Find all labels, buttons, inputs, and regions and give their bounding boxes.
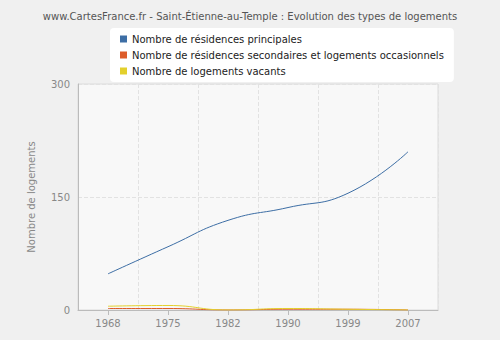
svg-text:1999: 1999 [335,318,360,329]
svg-text:1990: 1990 [275,318,300,329]
svg-text:Nombre de logements vacants: Nombre de logements vacants [132,66,286,77]
svg-text:2007: 2007 [395,318,420,329]
svg-text:0: 0 [64,305,70,316]
svg-text:1975: 1975 [155,318,180,329]
svg-text:Nombre de résidences secondair: Nombre de résidences secondaires et loge… [132,50,444,61]
svg-text:300: 300 [51,79,70,90]
svg-text:Nombre de résidences principal: Nombre de résidences principales [132,34,302,45]
svg-text:1982: 1982 [215,318,240,329]
svg-text:150: 150 [51,192,70,203]
svg-text:1968: 1968 [95,318,120,329]
svg-text:www.CartesFrance.fr - Saint-Ét: www.CartesFrance.fr - Saint-Étienne-au-T… [43,10,457,22]
svg-text:Nombre de logements: Nombre de logements [26,141,37,252]
